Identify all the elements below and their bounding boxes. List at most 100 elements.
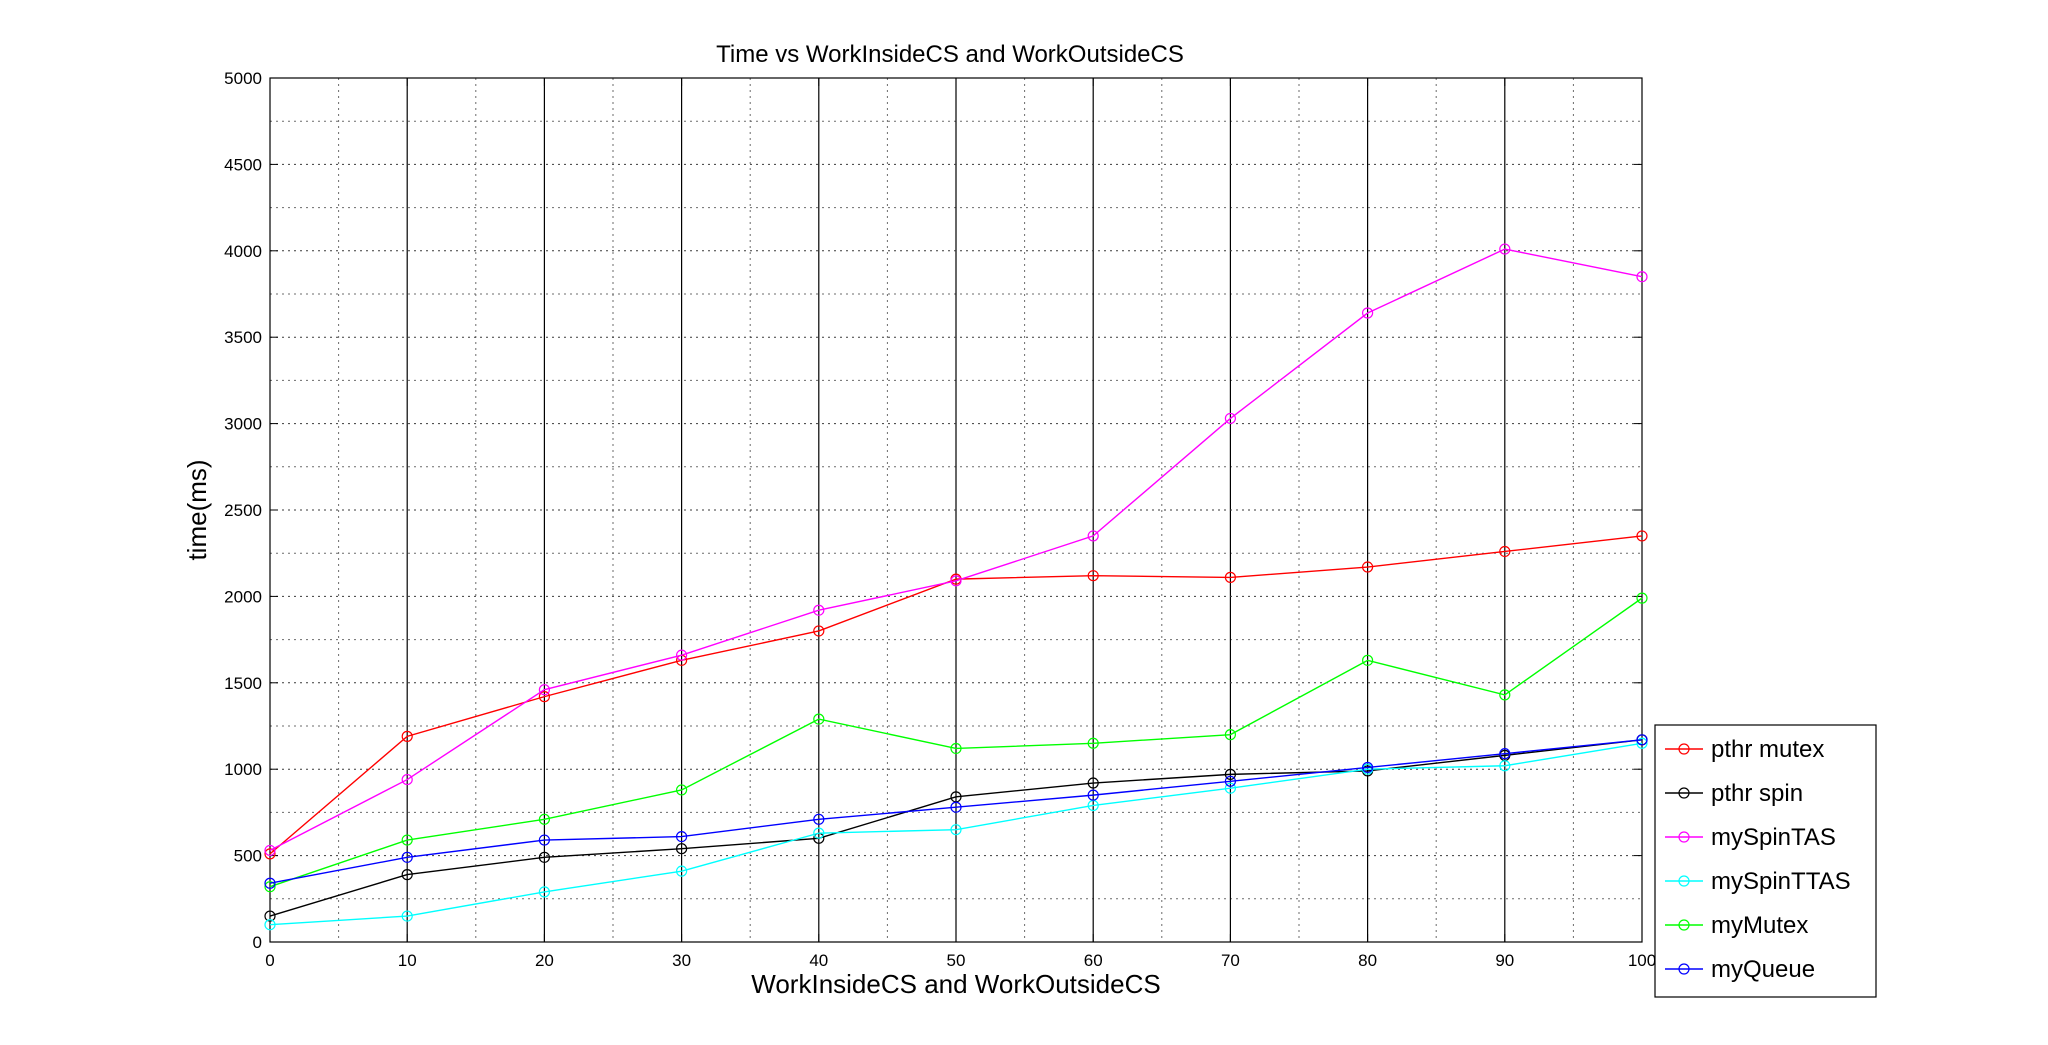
legend-swatch-marker: [1678, 919, 1690, 931]
x-tick-label: 60: [1084, 951, 1103, 970]
data-point-myspintas: [950, 575, 962, 587]
series-line-myspintas: [269, 248, 1643, 852]
data-point-pthr-spin: [1224, 768, 1237, 780]
legend-label: mySpinTAS: [1711, 824, 1836, 851]
data-point-mymutex: [1361, 654, 1374, 666]
data-point-myspinttas: [1499, 760, 1511, 772]
data-point-pthr-mutex: [401, 730, 413, 742]
data-point-myspinttas: [1636, 737, 1648, 749]
major-grid: [270, 78, 1642, 942]
x-tick-label: 70: [1221, 951, 1240, 970]
data-point-myspinttas: [1224, 782, 1237, 794]
y-tick-label: 2000: [224, 587, 262, 606]
series-myqueue: [264, 734, 1648, 889]
x-tick-label: 0: [265, 951, 274, 970]
legend-swatch-marker: [1678, 963, 1690, 975]
data-point-myqueue: [1361, 761, 1374, 774]
data-point-myspintas: [813, 604, 825, 616]
data-point-mymutex: [1224, 729, 1237, 741]
y-tick-label: 4500: [224, 155, 262, 174]
data-point-pthr-spin: [675, 843, 688, 855]
data-point-mymutex: [950, 742, 962, 755]
data-point-myspintas: [401, 773, 413, 786]
data-point-myspinttas: [538, 886, 551, 898]
data-point-myspintas: [1087, 530, 1099, 542]
data-point-mymutex: [538, 813, 551, 825]
data-point-myqueue: [1499, 748, 1511, 760]
data-point-myspintas: [1361, 307, 1374, 319]
y-tick-label: 3500: [224, 328, 262, 347]
legend: pthr mutex pthr spin mySpinTAS mySpinTTAS my…: [1654, 724, 1877, 998]
data-point-myspinttas: [950, 824, 962, 836]
y-tick-label: 3000: [224, 415, 262, 434]
legend-label: myQueue: [1711, 956, 1815, 983]
data-point-myqueue: [950, 801, 962, 813]
series-line-myqueue: [269, 739, 1643, 884]
data-point-mymutex: [813, 713, 825, 725]
data-point-myqueue: [813, 813, 825, 825]
axis-ticks: 0 10 20 30 40 50 60 70 80 90 100050010001500200025…: [224, 69, 1656, 970]
data-point-pthr-mutex: [1361, 561, 1374, 573]
legend-label: pthr spin: [1711, 780, 1803, 807]
chart-title: Time vs WorkInsideCS and WorkOutsideCS: [716, 41, 1184, 68]
x-tick-label: 10: [398, 951, 417, 970]
data-point-myqueue: [1636, 734, 1648, 746]
x-tick-label: 30: [672, 951, 691, 970]
y-tick-label: 0: [253, 933, 262, 952]
series-layer: [264, 243, 1648, 931]
data-point-mymutex: [1087, 737, 1099, 749]
data-point-pthr-mutex: [1499, 545, 1511, 558]
data-point-pthr-spin: [264, 910, 276, 922]
data-point-pthr-mutex: [264, 848, 276, 860]
series-mymutex: [264, 592, 1648, 893]
data-point-myqueue: [538, 834, 551, 846]
data-point-myspinttas: [813, 827, 825, 839]
legend-entry-myqueue: myQueue: [1665, 956, 1815, 983]
data-point-pthr-mutex: [1087, 570, 1099, 582]
legend-box: [1654, 724, 1877, 998]
data-point-pthr-mutex: [813, 625, 825, 637]
x-tick-label: 100: [1628, 951, 1656, 970]
data-point-pthr-mutex: [538, 691, 551, 703]
data-point-myspintas: [1224, 412, 1237, 425]
data-point-myspinttas: [264, 919, 276, 931]
x-tick-label: 20: [535, 951, 554, 970]
series-line-myspinttas: [269, 742, 1643, 926]
data-point-myqueue: [675, 830, 688, 843]
legend-entry-myspinttas: mySpinTTAS: [1665, 868, 1851, 895]
legend-label: myMutex: [1711, 912, 1808, 939]
series-line-mymutex: [269, 597, 1643, 888]
y-tick-label: 5000: [224, 69, 262, 88]
data-point-pthr-spin: [538, 851, 551, 863]
data-point-pthr-spin: [401, 869, 413, 881]
data-point-myspinttas: [401, 910, 413, 922]
legend-entry-myspintas: mySpinTAS: [1665, 824, 1836, 851]
data-point-pthr-mutex: [1636, 530, 1648, 542]
data-point-myspinttas: [675, 865, 688, 877]
legend-label: pthr mutex: [1711, 736, 1824, 763]
series-pthr-mutex: [264, 530, 1648, 860]
x-tick-label: 40: [809, 951, 828, 970]
x-tick-label: 90: [1495, 951, 1514, 970]
y-tick-label: 1000: [224, 760, 262, 779]
data-point-myspintas: [675, 649, 688, 661]
data-point-myqueue: [1224, 775, 1237, 787]
x-tick-label: 50: [947, 951, 966, 970]
series-myspinttas: [264, 737, 1648, 931]
legend-swatch-marker: [1678, 787, 1690, 799]
y-tick-label: 500: [234, 847, 262, 866]
data-point-myspintas: [264, 844, 276, 857]
data-point-myqueue: [1087, 789, 1099, 801]
y-axis-label: time(ms): [182, 459, 212, 560]
legend-entry-pthr-mutex: pthr mutex: [1665, 736, 1824, 763]
data-point-mymutex: [1636, 592, 1648, 604]
data-point-mymutex: [264, 881, 276, 893]
x-axis-label: WorkInsideCS and WorkOutsideCS: [751, 969, 1160, 999]
series-line-pthr-spin: [269, 739, 1643, 917]
data-point-myspintas: [1499, 243, 1511, 255]
series-myspintas: [264, 243, 1648, 857]
data-point-mymutex: [1499, 689, 1511, 701]
data-point-mymutex: [675, 784, 688, 796]
data-point-pthr-spin: [1087, 777, 1099, 789]
